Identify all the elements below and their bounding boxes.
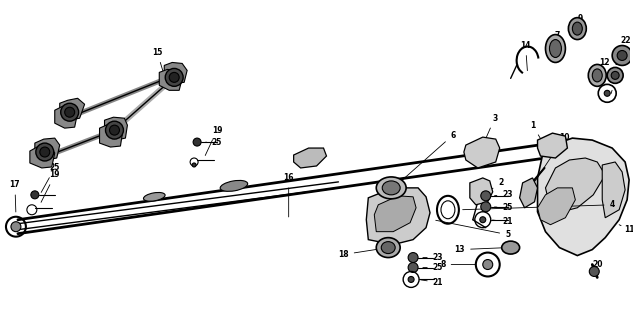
Text: 18: 18 [338,248,385,259]
Ellipse shape [546,35,565,62]
Polygon shape [164,62,187,83]
Text: 23: 23 [423,253,443,262]
Text: 5: 5 [436,220,510,239]
Text: 17: 17 [9,180,20,212]
Polygon shape [470,178,492,205]
Circle shape [408,276,414,283]
Text: 3: 3 [485,114,498,140]
Circle shape [192,163,196,167]
Polygon shape [60,98,85,120]
Polygon shape [374,196,416,232]
Ellipse shape [381,242,395,253]
Polygon shape [537,133,567,158]
Polygon shape [602,162,625,218]
Ellipse shape [382,181,400,195]
Polygon shape [160,69,182,90]
Polygon shape [537,138,629,256]
Text: 19: 19 [41,171,60,202]
Text: 15: 15 [152,48,163,73]
Circle shape [169,72,179,82]
Polygon shape [104,117,127,140]
Circle shape [408,252,418,262]
Circle shape [481,191,491,201]
Ellipse shape [220,180,248,191]
Text: 11: 11 [619,225,633,234]
Circle shape [589,267,599,276]
Ellipse shape [376,177,406,199]
Polygon shape [294,148,327,168]
Text: 23: 23 [494,190,513,199]
Polygon shape [546,158,605,212]
Text: 25: 25 [206,138,222,147]
Ellipse shape [376,238,400,258]
Circle shape [106,121,123,139]
Text: 12: 12 [598,58,610,80]
Circle shape [617,51,627,60]
Circle shape [61,103,78,121]
Text: 8: 8 [441,260,475,269]
Polygon shape [35,138,60,160]
Ellipse shape [592,69,602,82]
Text: 1: 1 [530,121,544,145]
Text: 22: 22 [620,36,630,62]
Text: 19: 19 [205,126,222,156]
Circle shape [481,202,491,212]
Text: 20: 20 [592,260,603,275]
Ellipse shape [502,241,520,254]
Circle shape [31,191,39,199]
Circle shape [612,45,632,65]
Ellipse shape [572,22,582,35]
Circle shape [408,262,418,273]
Text: 16: 16 [284,173,294,217]
Ellipse shape [144,192,165,201]
Circle shape [605,90,610,96]
Text: 25: 25 [41,164,60,192]
Text: 25: 25 [423,263,443,272]
Polygon shape [537,188,575,225]
Ellipse shape [568,18,586,40]
Text: 13: 13 [454,245,505,254]
Circle shape [165,68,183,86]
Text: 9: 9 [578,14,583,38]
Circle shape [480,217,486,223]
Circle shape [36,143,54,161]
Text: 10: 10 [534,132,570,183]
Text: 25: 25 [494,203,513,212]
Circle shape [607,68,623,83]
Circle shape [65,107,75,117]
Ellipse shape [588,64,606,86]
Circle shape [110,125,120,135]
Circle shape [483,260,492,269]
Circle shape [193,138,201,146]
Text: 7: 7 [555,31,560,60]
Text: 14: 14 [520,41,531,71]
Polygon shape [99,124,122,147]
Circle shape [611,71,619,79]
Circle shape [11,222,21,232]
Text: 4: 4 [463,200,615,210]
Text: 26: 26 [614,58,624,77]
Text: 24: 24 [610,76,620,94]
Polygon shape [54,105,78,128]
Polygon shape [464,137,499,168]
Text: 6: 6 [393,131,456,188]
Ellipse shape [549,40,561,58]
Polygon shape [30,146,54,168]
Circle shape [40,147,50,157]
Polygon shape [367,188,430,244]
Text: 2: 2 [490,178,503,190]
Polygon shape [520,178,537,208]
Text: 21: 21 [492,217,513,226]
Text: 21: 21 [421,278,443,287]
